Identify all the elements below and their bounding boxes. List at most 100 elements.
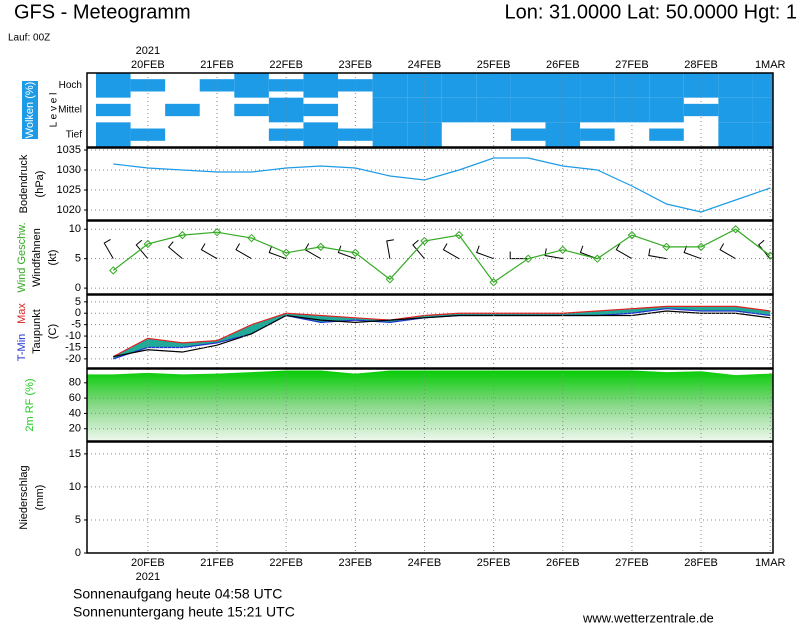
source: www.wetterzentrale.de	[582, 610, 714, 625]
y-axis-label: Bodendruck	[18, 154, 30, 213]
cloud-cell	[649, 97, 684, 123]
wind-marker	[420, 236, 429, 246]
y-tick-label: 20	[69, 423, 81, 435]
panel-frame	[86, 72, 774, 148]
run: Lauf: 00Z	[8, 33, 50, 44]
panel: 20 40 60 80 2m RF (%)	[24, 368, 774, 442]
wind-marker	[247, 233, 256, 243]
year-label: 2021	[136, 45, 160, 57]
x-tick-label: 25FEB	[477, 59, 511, 71]
x-tick-label: 23FEB	[338, 59, 372, 71]
cloud-cell	[580, 128, 615, 141]
x-tick-label: 21FEB	[200, 557, 234, 569]
wind-barb	[757, 239, 771, 259]
wind-marker	[593, 254, 602, 263]
y-axis-label: (mm)	[34, 485, 46, 511]
x-tick-label: 27FEB	[615, 59, 649, 71]
wind-marker	[523, 254, 533, 263]
cloud-cell	[338, 128, 373, 141]
series-line	[112, 305, 771, 358]
cloud-cell	[580, 97, 615, 123]
x-tick-label: 23FEB	[338, 557, 372, 569]
panel: 20FEB 21FEB 22FEB 23FEB 24FEB 25FEB 26FEB 27FEB…	[18, 441, 786, 583]
year-label: 2021	[136, 571, 160, 583]
wind-marker	[351, 248, 360, 257]
cloud-cell	[441, 73, 477, 98]
y-tick-label: 5	[75, 514, 81, 526]
y-tick-label: -5	[71, 319, 81, 331]
y-tick-label: 10	[69, 481, 81, 493]
cloud-cell	[95, 122, 131, 147]
panel: 1020 1025 1030 1035 Bodendruck (hPa)	[18, 144, 774, 221]
title: GFS - Meteogramm	[14, 1, 191, 23]
x-tick-label: 24FEB	[408, 59, 442, 71]
plot-area	[87, 370, 773, 441]
x-tick-label: 22FEB	[269, 59, 303, 71]
y-axis-label: (C)	[47, 324, 59, 339]
wind-barb	[135, 239, 149, 259]
cloud-cell	[510, 128, 546, 141]
wind-barb	[200, 243, 218, 260]
wind-marker	[627, 230, 637, 240]
y-tick-label: 0	[75, 282, 81, 294]
x-tick-label: 26FEB	[546, 59, 580, 71]
cloud-cell	[234, 103, 269, 117]
wind-barb	[476, 245, 494, 260]
panel-frame	[86, 368, 774, 442]
cloud-cell	[510, 97, 546, 123]
series-line	[113, 310, 771, 358]
cloud-cell	[165, 103, 200, 117]
series-line	[113, 157, 771, 213]
cloud-cell	[752, 97, 773, 123]
cloud-cell	[234, 73, 269, 98]
wind-marker	[731, 225, 740, 234]
y-tick-label: 5	[75, 253, 81, 265]
panel-frame	[86, 441, 774, 554]
cloud-cell	[441, 97, 477, 123]
cloud-cell	[130, 128, 166, 141]
y-axis-label: Wolken (%)	[24, 82, 36, 139]
panel-frame	[86, 147, 774, 221]
wind-marker	[316, 242, 325, 252]
y-axis-label: 2m RF (%)	[24, 378, 36, 431]
wind-barb	[442, 243, 460, 260]
sunrise: Sonnenaufgang heute 04:58 UTC	[73, 586, 282, 602]
y-tick-label: 1020	[57, 204, 81, 216]
y-tick-label: 60	[69, 392, 81, 404]
y-axis-label: Windfahnen	[31, 228, 43, 287]
location: Lon: 31.0000 Lat: 50.0000 Hgt: 1	[505, 1, 797, 23]
cloud-cell	[752, 73, 773, 98]
x-tick-label: 26FEB	[546, 557, 580, 569]
cloud-cell	[303, 122, 339, 147]
y-axis-label: Niederschlag	[18, 465, 30, 529]
cloud-cell	[372, 97, 408, 123]
y-axis-label: (hPa)	[34, 171, 46, 198]
wind-barb	[719, 243, 736, 260]
x-tick-label: 1MAR	[755, 59, 786, 71]
wind-marker	[385, 275, 395, 284]
x-tick-label: 1MAR	[755, 557, 786, 569]
wind-marker	[109, 266, 118, 275]
y-tick-label: 5	[75, 296, 81, 308]
wind-barb	[386, 239, 394, 259]
cloud-cell	[545, 122, 581, 147]
y-tick-label: -15	[65, 341, 81, 353]
panel: Hoch Mittel Tief L e v e l Wolken (%) 20FEB 21…	[22, 45, 786, 148]
level-label: Hoch	[59, 80, 82, 91]
panel-frame	[86, 294, 774, 369]
x-tick-label: 20FEB	[131, 557, 165, 569]
cloud-cell	[649, 73, 684, 98]
y-tick-label: 0	[75, 307, 81, 319]
plot-area	[113, 157, 771, 213]
y-axis-label: T-Min	[16, 334, 28, 362]
wind-barb	[648, 248, 667, 260]
cloud-cell	[372, 73, 408, 98]
wind-marker	[143, 239, 153, 249]
x-tick-label: 25FEB	[477, 557, 511, 569]
x-tick-label: 21FEB	[200, 59, 234, 71]
cloud-cell	[268, 128, 304, 141]
cloud-cell	[95, 73, 131, 98]
y-tick-label: 1030	[57, 164, 81, 176]
cloud-cell	[303, 103, 339, 117]
